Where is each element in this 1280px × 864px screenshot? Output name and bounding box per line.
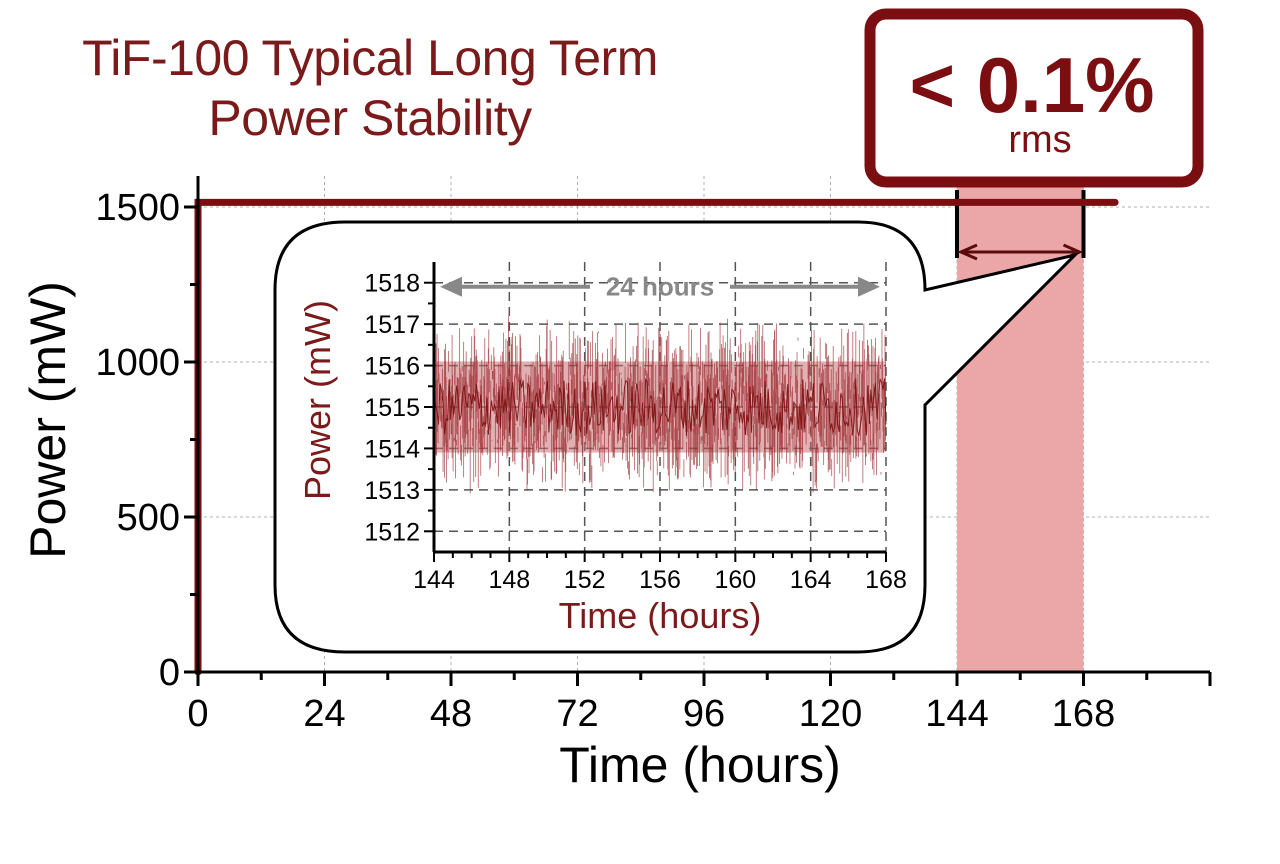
inset-x-tick-label: 152 <box>564 566 606 594</box>
highlight-arrowhead-left <box>957 243 978 261</box>
inset-x-axis-title: Time (hours) <box>559 595 762 636</box>
inset-y-tick-label: 1516 <box>364 353 420 381</box>
inset-mean-trace <box>433 377 887 436</box>
inset-series <box>433 315 887 494</box>
main-x-tick-label: 24 <box>303 693 345 735</box>
inset-y-tick-label: 1512 <box>364 518 420 546</box>
inset-y-tick-label: 1517 <box>364 311 420 339</box>
inset-span-label: 24 hours <box>606 272 714 302</box>
chart-title-line-1: TiF-100 Typical Long Term <box>82 30 658 86</box>
main-y-tick-label: 500 <box>117 497 180 539</box>
main-x-tick-label: 96 <box>683 693 725 735</box>
main-tick-labels: 0 24 48 72 96 120 144 168 0 500 1000 1500 <box>95 187 1115 735</box>
main-axes <box>184 176 1212 686</box>
x-axis-title: Time (hours) <box>559 737 841 793</box>
inset-y-axis-title: Power (mW) <box>297 300 338 500</box>
inset-x-tick-label: 164 <box>790 566 832 594</box>
inset-y-tick-label: 1515 <box>364 394 420 422</box>
inset-span-arrow: 24 hours <box>440 272 880 302</box>
inset-x-tick-label: 144 <box>413 566 455 594</box>
inset-x-tick-label: 148 <box>488 566 530 594</box>
inset-y-tick-label: 1514 <box>364 435 420 463</box>
chart-title-line-2: Power Stability <box>208 90 532 146</box>
inset-x-tick-label: 160 <box>714 566 756 594</box>
inset-x-tick-label: 168 <box>865 566 907 594</box>
main-x-tick-label: 168 <box>1052 693 1115 735</box>
main-x-tick-label: 0 <box>187 693 208 735</box>
main-y-tick-label: 1500 <box>95 187 180 229</box>
stability-unit: rms <box>1008 119 1071 161</box>
main-x-tick-label: 144 <box>925 693 988 735</box>
stability-value: < 0.1% <box>909 41 1154 129</box>
main-y-tick-label: 1000 <box>95 342 180 384</box>
chart-title: TiF-100 Typical Long Term Power Stabilit… <box>0 28 740 148</box>
inset-y-tick-label: 1518 <box>364 270 420 298</box>
inset-axes <box>424 262 887 562</box>
inset-x-tick-label: 156 <box>639 566 681 594</box>
main-x-tick-label: 72 <box>556 693 598 735</box>
main-x-tick-label: 120 <box>799 693 862 735</box>
main-y-tick-label: 0 <box>159 652 180 694</box>
main-x-tick-label: 48 <box>430 693 472 735</box>
y-axis-title: Power (mW) <box>20 281 76 559</box>
stability-callout-box <box>864 8 1204 188</box>
inset-tick-labels: 144 148 152 156 160 164 168 1512 1513 1514 1515 151… <box>364 270 906 594</box>
inset-y-tick-label: 1513 <box>364 477 420 505</box>
